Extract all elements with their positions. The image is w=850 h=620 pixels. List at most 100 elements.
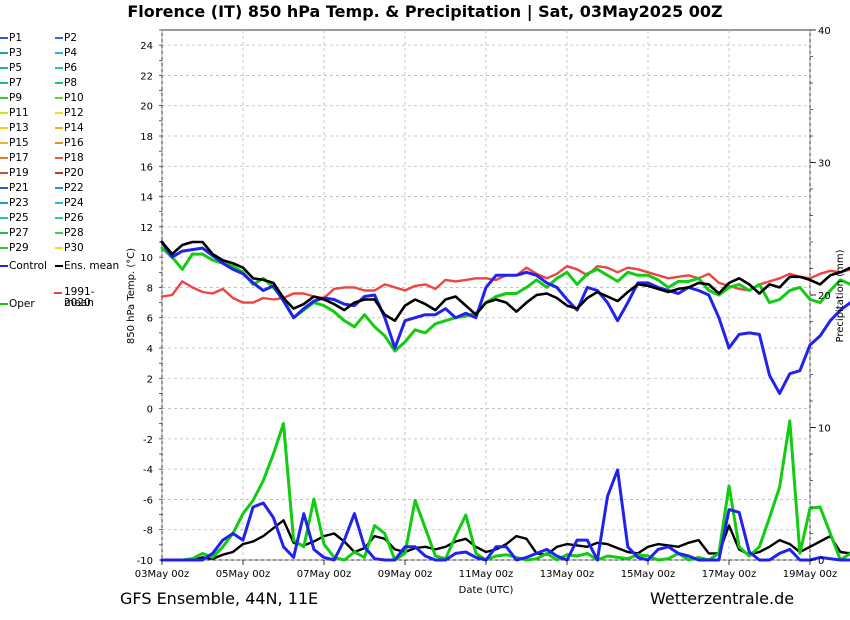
legend-label: P16 xyxy=(64,137,84,149)
legend-label: Oper xyxy=(9,298,35,310)
model-label: GFS Ensemble, 44N, 11E xyxy=(120,589,319,608)
legend: P1 P2 P3 P4 P5 P6 P7 P8 P9 P10 P11 P12 P13 P14 P15 P16 P… xyxy=(0,32,130,322)
legend-swatch xyxy=(55,52,63,54)
y-tick-label-left: 20 xyxy=(140,102,153,113)
legend-label: P21 xyxy=(9,182,29,194)
legend-label: P25 xyxy=(9,212,29,224)
source-label: Wetterzentrale.de xyxy=(650,589,795,608)
legend-swatch xyxy=(55,247,63,249)
temp-control-line xyxy=(160,240,850,395)
legend-label: P30 xyxy=(64,242,84,254)
legend-swatch xyxy=(55,82,63,84)
legend-label: P4 xyxy=(64,47,78,59)
y-tick-label-right: 20 xyxy=(818,291,831,302)
y-tick-label-right: 40 xyxy=(818,26,831,37)
y-tick-label-left: 2 xyxy=(147,374,153,385)
temp-ens-mean-line xyxy=(160,240,850,323)
legend-label: P13 xyxy=(9,122,29,134)
legend-swatch xyxy=(55,67,63,69)
legend-swatch xyxy=(0,97,8,99)
legend-swatch xyxy=(0,303,8,305)
y-tick-label-left: 18 xyxy=(140,132,153,143)
legend-swatch xyxy=(55,265,63,267)
legend-label: P3 xyxy=(9,47,23,59)
legend-label: P1 xyxy=(9,32,23,44)
legend-swatch xyxy=(55,112,63,114)
legend-label: P5 xyxy=(9,62,23,74)
y-tick-label-left: 24 xyxy=(140,41,153,52)
precip-ens-mean-line xyxy=(160,519,850,562)
legend-label: Ens. mean xyxy=(64,260,120,272)
precip-control-line xyxy=(160,468,850,562)
legend-label: P27 xyxy=(9,227,29,239)
legend-label: P24 xyxy=(64,197,84,209)
y-tick-label-left: -10 xyxy=(137,556,153,567)
legend-swatch xyxy=(55,142,63,144)
grid xyxy=(161,30,811,561)
legend-swatch xyxy=(55,172,63,174)
temp-climate-mean-line xyxy=(160,265,850,304)
legend-swatch xyxy=(0,112,8,114)
x-tick-label: 11May 00z xyxy=(459,569,514,580)
y-tick-label-left: 0 xyxy=(147,405,153,416)
legend-swatch xyxy=(55,157,63,159)
x-tick-label: 05May 00z xyxy=(216,569,271,580)
legend-swatch xyxy=(55,217,63,219)
y-tick-label-left: 6 xyxy=(147,314,153,325)
legend-swatch xyxy=(0,247,8,249)
legend-swatch xyxy=(0,67,8,69)
legend-label: Control xyxy=(9,260,47,272)
legend-label: P11 xyxy=(9,107,29,119)
x-tick-label: 17May 00z xyxy=(702,569,757,580)
legend-swatch xyxy=(0,157,8,159)
chart-title: Florence (IT) 850 hPa Temp. & Precipitat… xyxy=(127,2,723,21)
legend-label: P2 xyxy=(64,32,78,44)
axes: -10-8-6-4-202468101214161820222401020304… xyxy=(135,26,838,580)
legend-label: P29 xyxy=(9,242,29,254)
legend-label: P12 xyxy=(64,107,84,119)
legend-label: P7 xyxy=(9,77,23,89)
legend-swatch xyxy=(55,97,63,99)
x-tick-label: 13May 00z xyxy=(540,569,595,580)
legend-climate-mean-line1: 1991-2020 xyxy=(64,286,95,309)
y-tick-label-left: 4 xyxy=(147,344,153,355)
legend-label: P26 xyxy=(64,212,84,224)
y-tick-label-right: 30 xyxy=(818,159,831,170)
legend-swatch xyxy=(0,127,8,129)
legend-label: P14 xyxy=(64,122,84,134)
legend-label: P28 xyxy=(64,227,84,239)
y-tick-label-left: 8 xyxy=(147,283,153,294)
legend-swatch xyxy=(55,202,63,204)
legend-swatch xyxy=(0,142,8,144)
y-tick-label-right: 10 xyxy=(818,424,831,435)
y-tick-label-left: 22 xyxy=(140,71,153,82)
y-tick-label-right: 0 xyxy=(818,556,824,567)
legend-swatch xyxy=(0,187,8,189)
legend-label: P15 xyxy=(9,137,29,149)
legend-label: P17 xyxy=(9,152,29,164)
x-tick-label: 07May 00z xyxy=(297,569,352,580)
precipitation-lines xyxy=(160,419,850,562)
legend-swatch xyxy=(55,232,63,234)
x-tick-label: 19May 00z xyxy=(783,569,838,580)
legend-label: P10 xyxy=(64,92,84,104)
legend-swatch xyxy=(0,265,8,267)
y-tick-label-left: 14 xyxy=(140,193,153,204)
legend-swatch xyxy=(0,217,8,219)
legend-swatch xyxy=(55,127,63,129)
y-tick-label-left: -8 xyxy=(143,526,153,537)
legend-label: P19 xyxy=(9,167,29,179)
legend-swatch xyxy=(0,52,8,54)
y-tick-label-left: -4 xyxy=(143,465,153,476)
legend-label: P20 xyxy=(64,167,84,179)
legend-label: P9 xyxy=(9,92,23,104)
legend-swatch xyxy=(0,82,8,84)
precip-oper-line xyxy=(160,419,850,562)
temperature-lines xyxy=(160,240,850,395)
legend-swatch xyxy=(0,232,8,234)
legend-swatch xyxy=(55,187,63,189)
legend-swatch xyxy=(0,172,8,174)
x-axis-label: Date (UTC) xyxy=(459,585,514,596)
y-tick-label-left: 10 xyxy=(140,253,153,264)
